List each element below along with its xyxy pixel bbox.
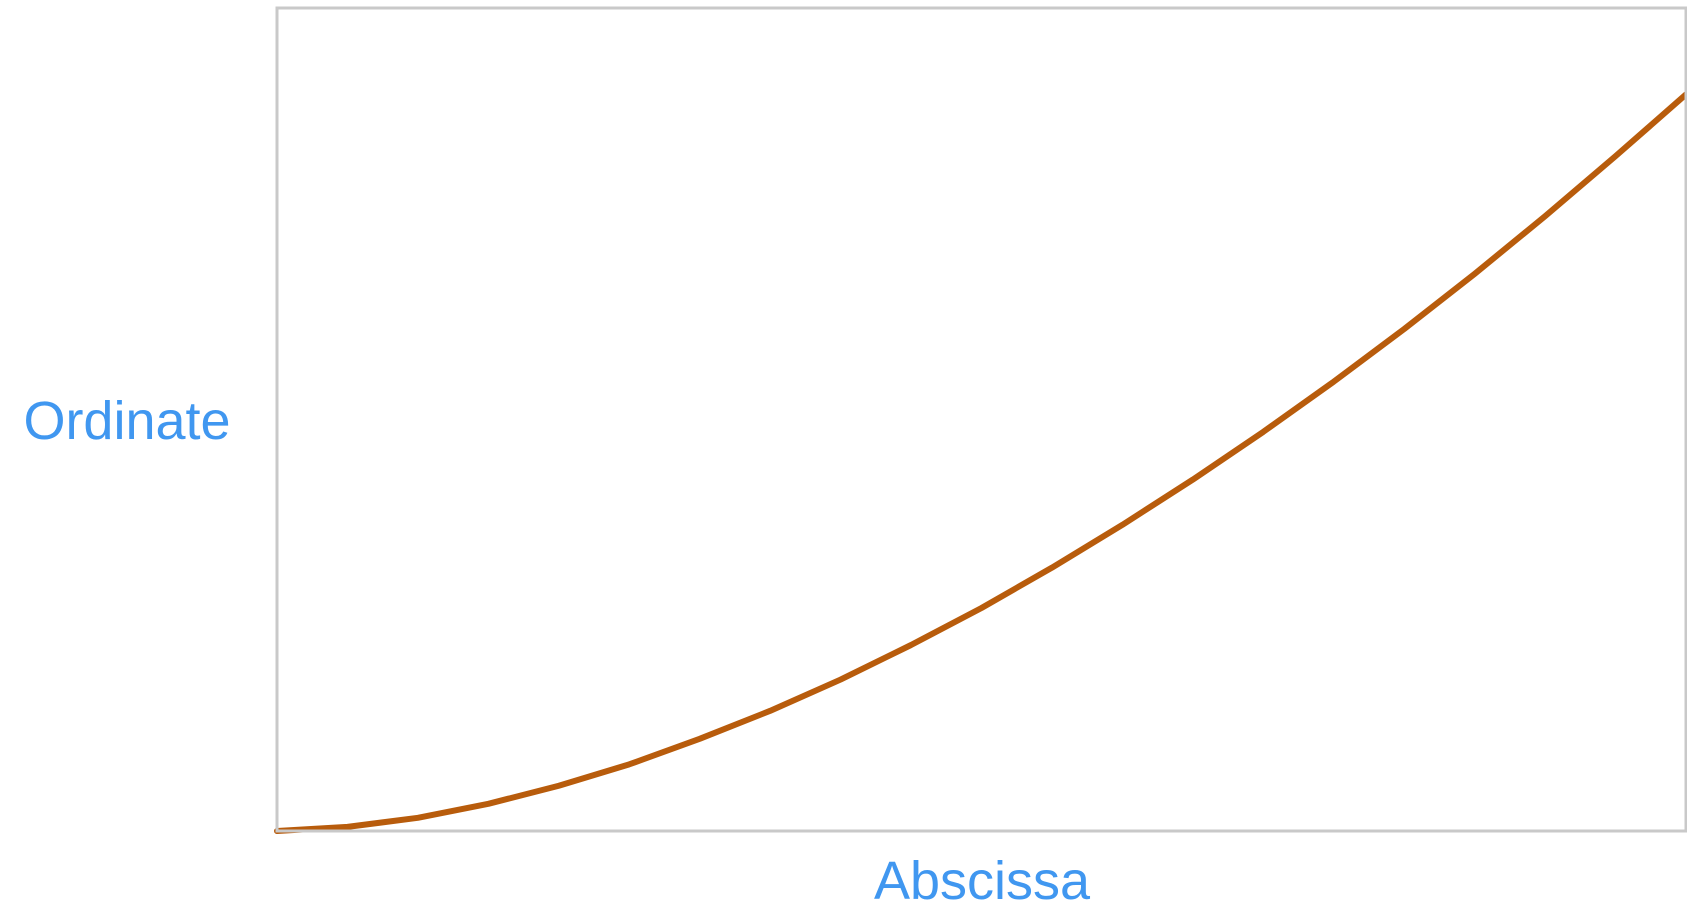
series-line-0 (274, 91, 1687, 834)
plot-frame (275, 6, 1687, 833)
plot-background (277, 8, 1686, 831)
y-axis-label: Ordinate (23, 391, 230, 451)
series-layer (274, 91, 1687, 834)
x-axis-label: Abscissa (874, 851, 1091, 907)
